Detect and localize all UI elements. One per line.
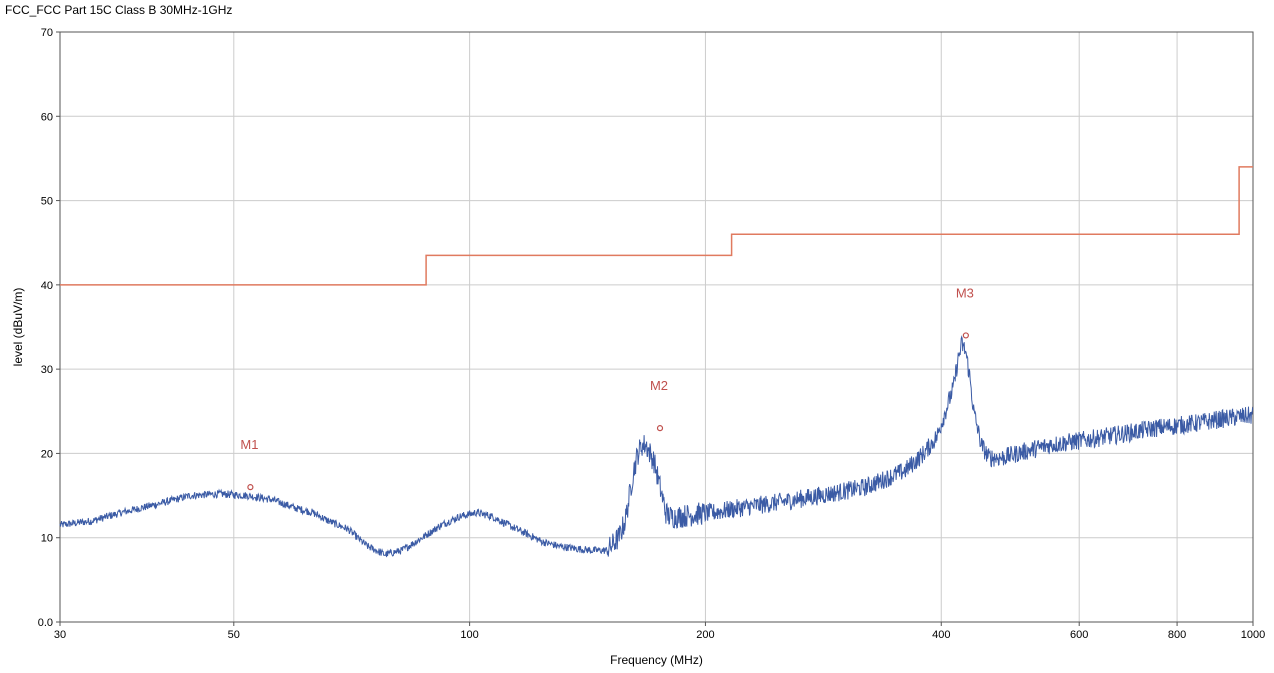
axis-ticks: 30 50 100 200 400 600 800 1000 0.0 10 20 30 40 50 60 70 [38,27,1266,641]
x-tick-label: 600 [1070,629,1088,641]
marker-label-m3: M3 [956,285,974,300]
series-layer [59,166,1254,558]
markers-layer: M1 M2 M3 [240,285,974,491]
x-tick-label: 800 [1168,629,1186,641]
grid-lines [59,31,1254,623]
marker-point-m2 [656,425,664,432]
x-tick-label: 50 [228,629,240,641]
y-tick-label: 10 [41,533,53,545]
y-axis-label: level (dBuV/m) [11,288,25,367]
x-tick-label: 1000 [1241,629,1265,641]
y-tick-label: 40 [41,280,53,292]
marker-point-m3 [962,332,969,339]
limit-line [60,166,1253,286]
x-tick-label: 400 [932,629,950,641]
y-tick-label: 20 [41,448,53,460]
chart-title: FCC_FCC Part 15C Class B 30MHz-1GHz [5,3,233,17]
plot-frame [59,31,1254,623]
x-tick-label: 30 [54,629,66,641]
y-tick-label: 0.0 [38,617,53,629]
trace-line [59,335,1254,558]
y-tick-label: 30 [41,364,53,376]
x-axis-label: Frequency (MHz) [610,653,703,667]
x-tick-label: 100 [460,629,478,641]
marker-label-m1: M1 [240,437,258,452]
x-tick-label: 200 [696,629,714,641]
y-tick-label: 60 [41,111,53,123]
marker-label-m2: M2 [650,378,668,393]
y-tick-label: 70 [41,27,53,39]
marker-point-m1 [247,484,254,491]
y-tick-label: 50 [41,196,53,208]
